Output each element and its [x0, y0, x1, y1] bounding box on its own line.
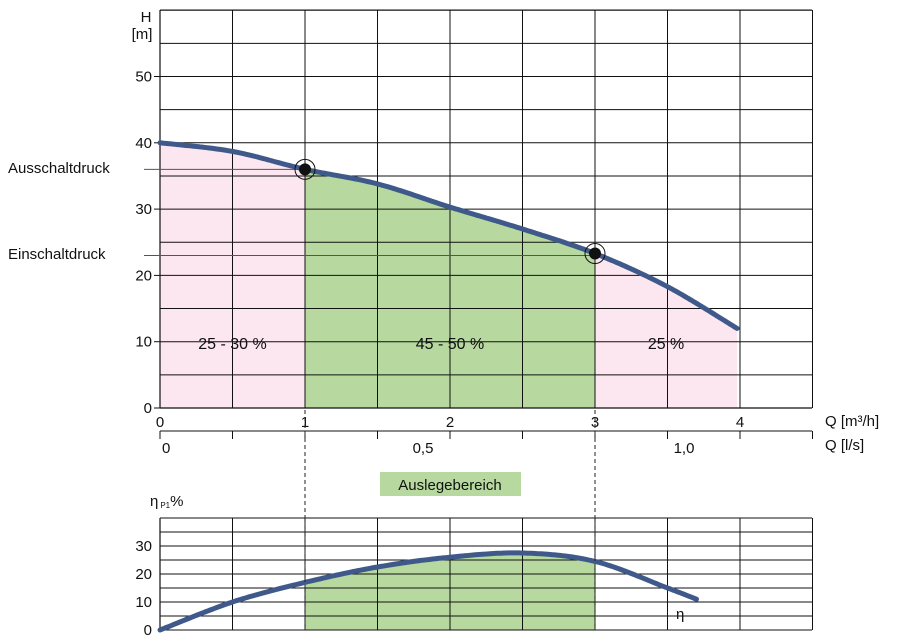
efficiency-y-label: η P1%	[150, 493, 183, 510]
ausschaltdruck-label: Ausschaltdruck	[8, 160, 110, 177]
y-tick-label: 50	[135, 69, 152, 86]
y-tick-label: 10	[135, 334, 152, 351]
pump-curve-line	[157, 140, 740, 331]
efficiency-curve-line	[157, 550, 699, 633]
y-axis-label-h: H	[141, 9, 152, 26]
guide-lines	[144, 168, 595, 257]
x-axis-label-primary: Q [m³/h]	[825, 413, 879, 430]
zone-labels: 25 - 30 % 45 - 50 % 25 %	[198, 336, 684, 353]
percent-unit: %	[170, 493, 183, 510]
x-tick-label: 2	[446, 414, 454, 431]
p1-subscript: P1	[160, 501, 170, 510]
badge-background	[380, 472, 521, 496]
pump-curve-series	[157, 140, 740, 331]
grid-lines	[159, 517, 813, 631]
y-tick-labels: 0 10 20 30	[135, 538, 152, 635]
auslegebereich-badge: Auslegebereich	[380, 472, 521, 496]
y-tick-labels: 0 10 20 30 40 50	[135, 69, 152, 418]
secondary-x-axis: 0 0,5 1,0	[159, 430, 813, 457]
axes	[154, 10, 812, 409]
design-range-connectors	[304, 410, 596, 630]
y-tick-label: 10	[135, 594, 152, 611]
y-tick-label: 20	[135, 267, 152, 284]
x-tick-label: 0	[156, 414, 164, 431]
operating-points	[294, 158, 606, 265]
operating-point-ring-1	[294, 158, 316, 180]
y-tick-label: 0	[144, 400, 152, 417]
x-tick-labels: 0 1 2 3 4	[156, 414, 744, 431]
zone-label-3: 25 %	[648, 336, 684, 353]
operating-point-2	[589, 247, 601, 260]
pump-curve-chart: 0 10 20 30 40 50 0 1 2 3 4 0 0,5 1,0 25 - 30 % 45 - …	[8, 9, 879, 457]
efficiency-curve-series	[157, 550, 699, 633]
zone-label-1: 25 - 30 %	[198, 336, 266, 353]
secondary-tick-label: 1,0	[674, 440, 695, 457]
secondary-tick-label: 0	[162, 440, 170, 457]
secondary-tick-label: 0,5	[413, 440, 434, 457]
einschaltdruck-label: Einschaltdruck	[8, 246, 106, 263]
y-axis-label-unit: [m]	[132, 26, 153, 43]
badge-label: Auslegebereich	[398, 477, 501, 494]
eta-curve-label: η	[676, 606, 684, 623]
zone-fill-3	[595, 253, 738, 408]
zone-label-2: 45 - 50 %	[416, 336, 484, 353]
y-tick-label: 30	[135, 201, 152, 218]
y-tick-label: 0	[144, 622, 152, 635]
y-tick-label: 30	[135, 538, 152, 555]
operating-point-1	[299, 163, 311, 176]
x-tick-label: 4	[736, 414, 744, 431]
y-tick-label: 20	[135, 566, 152, 583]
eta-symbol: η	[150, 493, 158, 510]
x-tick-label: 1	[301, 414, 309, 431]
x-tick-label: 3	[591, 414, 599, 431]
operating-point-ring-2	[584, 243, 606, 265]
x-axis-label-secondary: Q [l/s]	[825, 437, 864, 454]
y-tick-label: 40	[135, 135, 152, 152]
